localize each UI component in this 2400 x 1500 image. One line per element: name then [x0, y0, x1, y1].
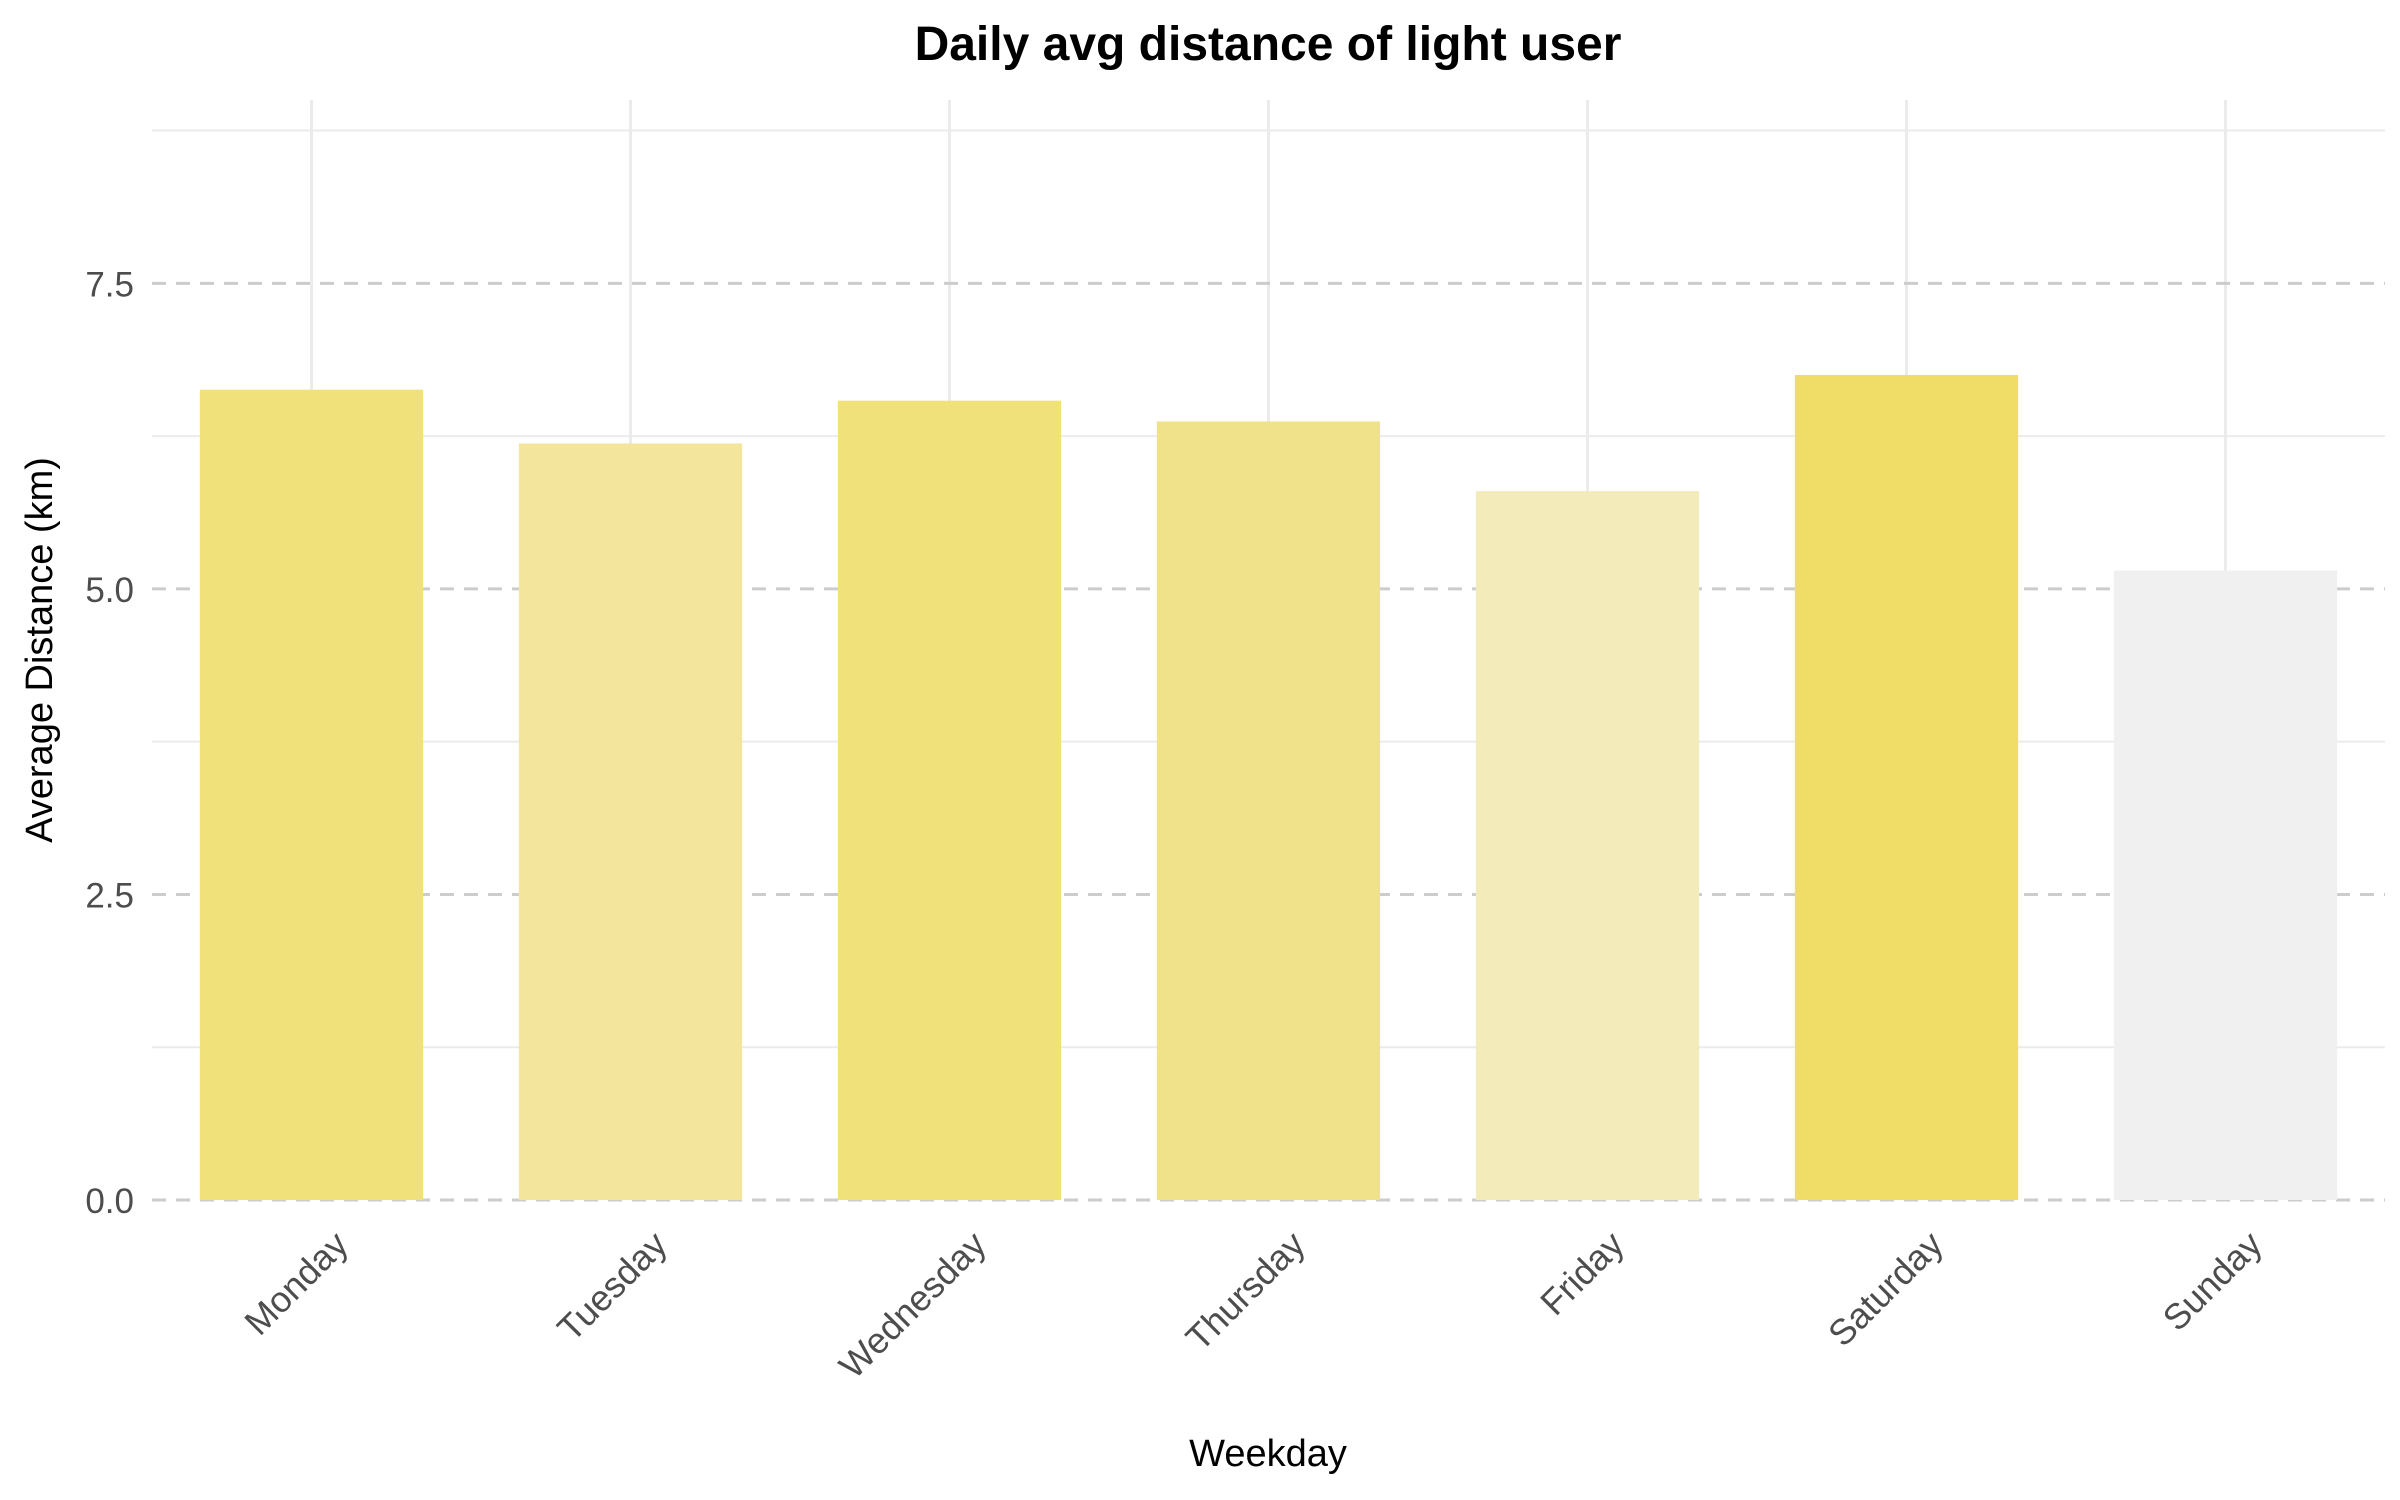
bar-wednesday: [837, 400, 1062, 1201]
y-axis-title: Average Distance (km): [19, 457, 61, 843]
bar-monday: [199, 389, 424, 1201]
x-tick-label: Wednesday: [831, 1223, 994, 1386]
bar-tuesday: [518, 443, 743, 1200]
bar-thursday: [1156, 421, 1381, 1200]
y-tick-label: 2.5: [85, 876, 134, 915]
x-axis-title: Weekday: [1189, 1433, 1347, 1475]
y-tick-label: 0.0: [85, 1182, 134, 1221]
y-tick-label: 7.5: [85, 265, 134, 304]
x-tick-label: Monday: [236, 1223, 356, 1343]
chart-title: Daily avg distance of light user: [915, 18, 1622, 71]
bar-saturday: [1794, 375, 2019, 1200]
bar-sunday: [2113, 570, 2338, 1200]
x-tick-label: Thursday: [1178, 1223, 1313, 1358]
bar-layer: [199, 375, 2338, 1201]
y-tick-label: 5.0: [85, 571, 134, 610]
x-tick-label: Sunday: [2154, 1223, 2269, 1338]
x-tick-label: Tuesday: [549, 1223, 675, 1349]
bar-friday: [1475, 491, 1700, 1201]
x-tick-label: Saturday: [1820, 1223, 1951, 1354]
x-tick-label: Friday: [1532, 1223, 1632, 1323]
